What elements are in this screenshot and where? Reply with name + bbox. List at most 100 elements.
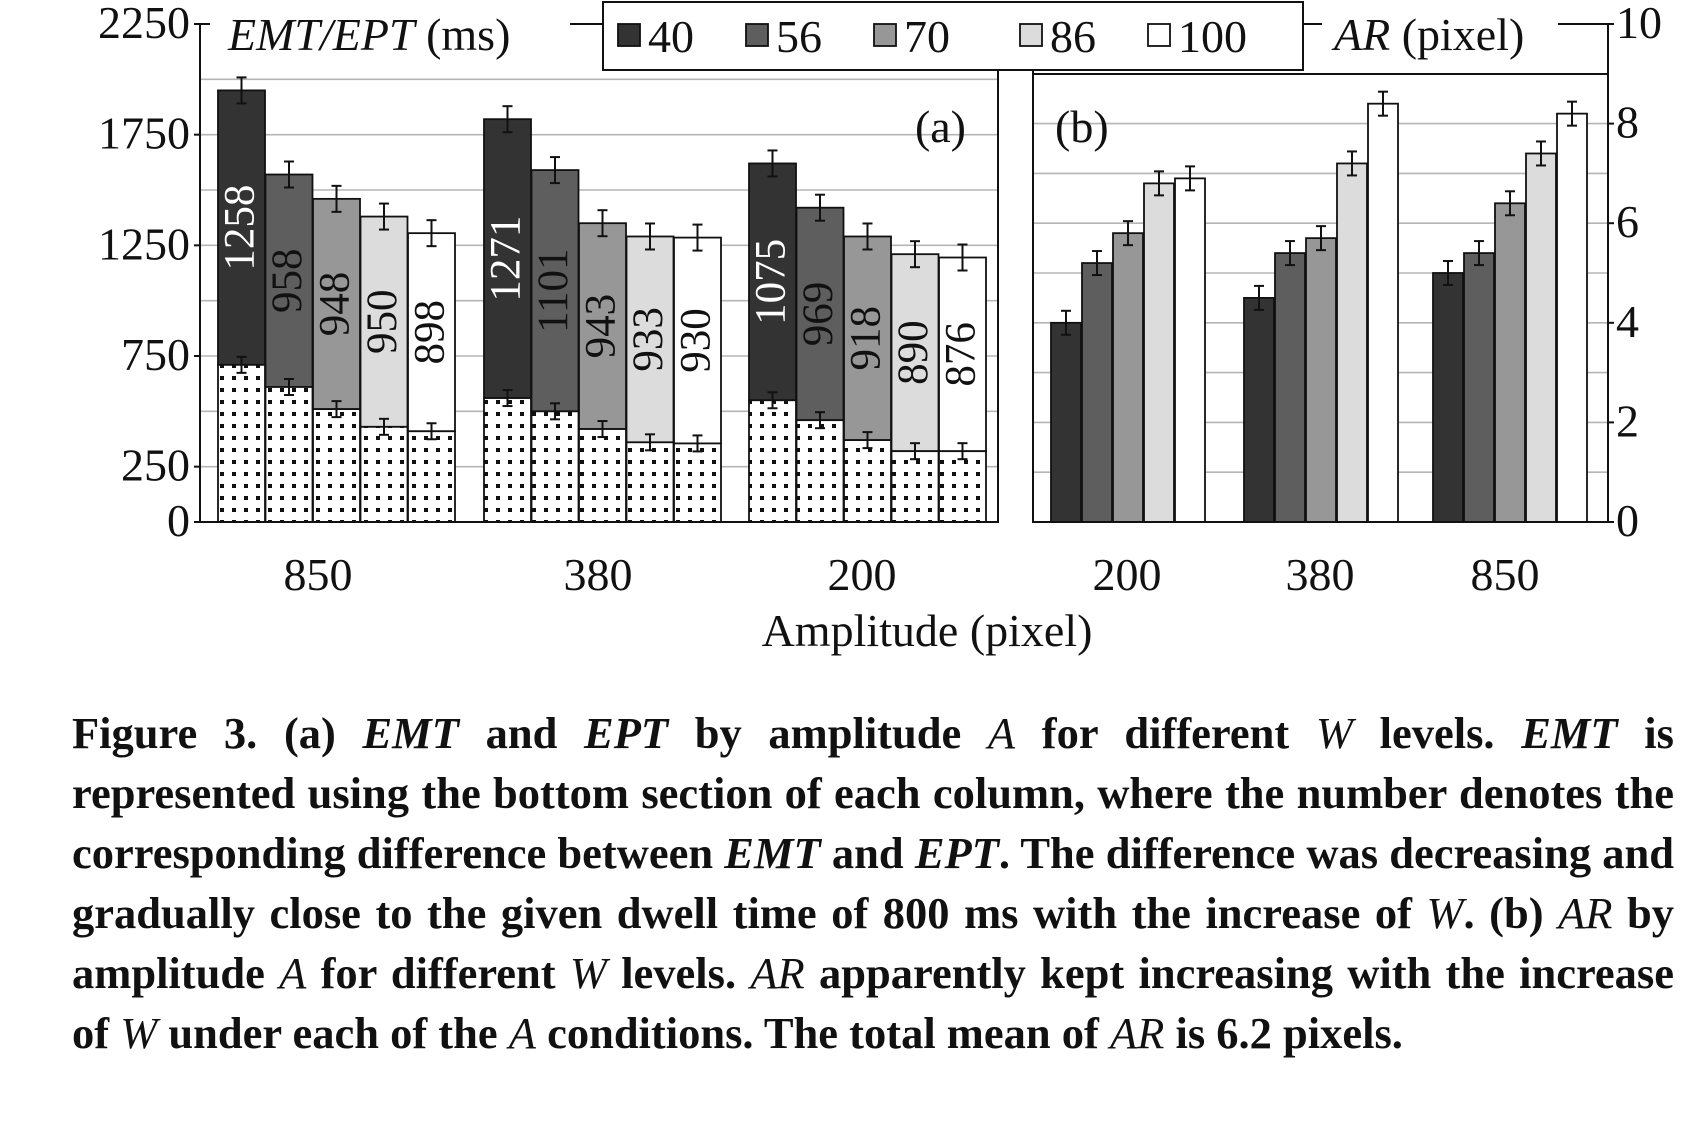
ar-bar-70-200 — [1112, 232, 1144, 523]
y-axis-title-a: EMT/EPT (ms) — [227, 9, 510, 60]
caption-part: EPT — [914, 828, 999, 878]
caption-part: EMT — [724, 828, 821, 878]
ept-bar-100-380 — [673, 236, 722, 445]
x-category-label-b: 850 — [1471, 549, 1540, 600]
caption-part: is 6.2 pixels. — [1164, 1008, 1403, 1058]
emt-bar-70-200 — [843, 439, 892, 523]
ar-bar-70-850 — [1494, 202, 1526, 523]
caption-part: . The difference was decreasing and grad… — [72, 828, 1674, 938]
y-tick-label-b: 6 — [1616, 196, 1639, 247]
legend-label: 100 — [1178, 11, 1247, 62]
y-tick-label-a: 250 — [121, 440, 190, 491]
caption-part: W — [1426, 888, 1464, 938]
difference-label: 1271 — [483, 216, 530, 302]
y-tick-label-a: 1750 — [98, 108, 190, 159]
caption-part: for different — [306, 948, 570, 998]
y-tick-label-b: 8 — [1616, 97, 1639, 148]
difference-label: 948 — [312, 272, 359, 337]
difference-label: 950 — [359, 289, 406, 354]
caption-part: A — [987, 708, 1016, 758]
legend-swatch-40 — [617, 23, 641, 47]
y-tick-label-a: 0 — [167, 495, 190, 546]
emt-bar-40-200 — [748, 399, 797, 523]
emt-bar-56-380 — [530, 410, 580, 523]
ar-bar-40-380 — [1243, 296, 1275, 523]
y-axis-title-b-unit: (pixel) — [1390, 9, 1524, 60]
emt-bar-100-380 — [673, 442, 722, 523]
ar-bar-86-200 — [1143, 182, 1175, 523]
ept-bar-56-380 — [530, 169, 580, 413]
legend-label: 56 — [776, 11, 822, 62]
ept-bar-100-200 — [938, 256, 987, 453]
ar-bar-100-200 — [1174, 177, 1206, 523]
legend-label: 70 — [904, 11, 950, 62]
caption-part: W — [120, 1008, 158, 1058]
caption-part: Figure 3. (a) — [72, 708, 363, 758]
difference-label: 969 — [795, 282, 842, 347]
y-tick-label-b: 4 — [1616, 296, 1639, 347]
caption-part: levels. — [606, 948, 751, 998]
y-axis-title-a-unit: (ms) — [415, 9, 511, 60]
caption-part: A — [279, 948, 307, 998]
x-category-label-b: 200 — [1093, 549, 1162, 600]
caption-part: W — [569, 948, 607, 998]
difference-label: 1258 — [217, 185, 264, 271]
ar-bar-86-850 — [1525, 152, 1557, 523]
x-category-label-a: 200 — [828, 549, 897, 600]
ar-bar-56-850 — [1463, 252, 1495, 523]
emt-bar-100-850 — [407, 430, 456, 523]
y-tick-label-a: 2250 — [98, 0, 190, 48]
ept-bar-56-850 — [264, 173, 314, 388]
legend-label: 86 — [1050, 11, 1096, 62]
ept-bar-40-200 — [748, 162, 797, 402]
legend-swatch-70 — [873, 23, 897, 47]
ept-bar-40-850 — [217, 89, 266, 366]
figure-caption: Figure 3. (a) EMT and EPT by amplitude A… — [72, 703, 1674, 1063]
ept-bar-86-200 — [890, 253, 940, 453]
emt-bar-86-200 — [890, 450, 940, 523]
y-tick-label-b: 2 — [1616, 395, 1639, 446]
caption-part: and — [458, 708, 585, 758]
caption-part: . (b) — [1463, 888, 1559, 938]
emt-bar-56-200 — [795, 419, 845, 523]
caption-part: is represented using the bottom section … — [72, 708, 1674, 878]
ept-bar-70-850 — [312, 197, 361, 411]
caption-part: apparently kept increasing with the incr… — [72, 948, 1674, 1058]
emt-bar-70-850 — [312, 408, 361, 523]
caption-part: EPT — [584, 708, 669, 758]
y-tick-label-a: 1250 — [98, 218, 190, 269]
caption-part: by amplitude — [668, 708, 988, 758]
ept-bar-56-200 — [795, 206, 845, 422]
caption-part: by amplitude — [72, 888, 1675, 998]
caption-part: under each of the — [157, 1008, 509, 1058]
caption-part: and — [820, 828, 915, 878]
caption-part: conditions. The total mean of — [535, 1008, 1110, 1058]
ar-bar-56-380 — [1274, 252, 1306, 523]
emt-bar-100-200 — [938, 450, 987, 523]
ar-bar-100-850 — [1556, 112, 1588, 523]
ept-bar-100-850 — [407, 232, 456, 433]
y-tick-label-b: 0 — [1616, 495, 1639, 546]
y-axis-title-b-bg — [1322, 4, 1558, 60]
ar-bar-56-200 — [1081, 262, 1113, 523]
ar-bar-86-380 — [1336, 162, 1368, 523]
caption-part: EMT — [362, 708, 459, 758]
difference-label: 1101 — [530, 249, 577, 333]
difference-label: 933 — [625, 307, 672, 372]
emt-bar-40-850 — [217, 363, 266, 523]
legend-swatch-86 — [1019, 23, 1043, 47]
difference-label: 876 — [938, 322, 985, 387]
difference-label: 1075 — [748, 239, 795, 325]
difference-label: 890 — [890, 320, 937, 385]
difference-label: 958 — [264, 248, 311, 313]
y-axis-title-a-bg — [210, 4, 570, 60]
legend-box — [602, 1, 1304, 71]
ar-bar-100-380 — [1367, 102, 1399, 523]
x-category-label-a: 850 — [284, 549, 353, 600]
caption-part: W — [1315, 708, 1353, 758]
emt-bar-40-380 — [483, 397, 532, 523]
emt-bar-56-850 — [264, 386, 314, 523]
y-axis-title-b: AR (pixel) — [1331, 9, 1524, 60]
caption-part: AR — [1558, 888, 1613, 938]
